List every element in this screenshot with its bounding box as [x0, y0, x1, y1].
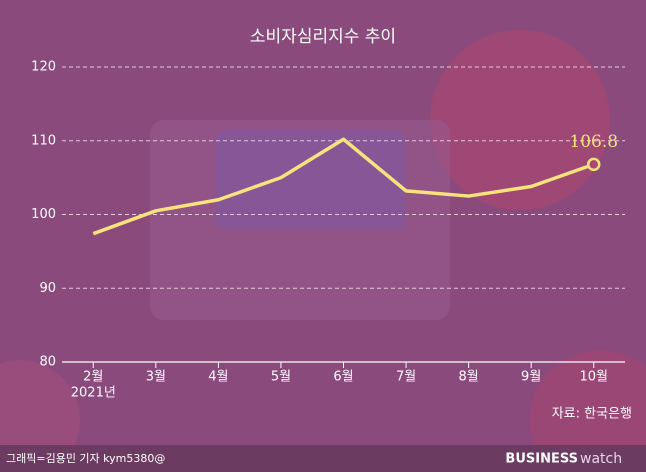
data-label: 106.8	[569, 132, 618, 152]
brand-light: watch	[580, 451, 622, 467]
x-year-label: 2021년	[71, 386, 116, 401]
decoration	[430, 30, 610, 210]
y-tick-label: 110	[31, 133, 56, 148]
y-tick-label: 120	[31, 60, 56, 75]
line	[92, 137, 595, 236]
x-tick-label: 10월	[579, 370, 608, 385]
end-marker	[586, 157, 601, 172]
source: 자료: 한국은행	[552, 406, 632, 422]
y-tick-label: 100	[31, 207, 56, 222]
x-tick-label: 3월	[146, 370, 166, 385]
brand-bold: BUSINESS	[505, 452, 578, 467]
y-tick-label: 80	[39, 355, 56, 370]
x-tick-label: 2월	[83, 370, 103, 385]
x-tick-label: 4월	[208, 370, 228, 385]
footer-bar	[0, 445, 646, 472]
x-tick-label: 8월	[458, 370, 478, 385]
decoration	[0, 360, 80, 472]
x-tick-label: 9월	[521, 370, 541, 385]
decoration	[530, 350, 646, 472]
x-tick-label: 6월	[333, 370, 353, 385]
x-tick-label: 5월	[271, 370, 291, 385]
decoration	[215, 130, 405, 230]
y-tick-label: 90	[39, 281, 56, 296]
x-tick-label: 7월	[396, 370, 416, 385]
chart-title: 소비자심리지수 추이	[250, 27, 396, 47]
credit: 그래픽=김용민 기자 kym5380@	[6, 452, 165, 465]
